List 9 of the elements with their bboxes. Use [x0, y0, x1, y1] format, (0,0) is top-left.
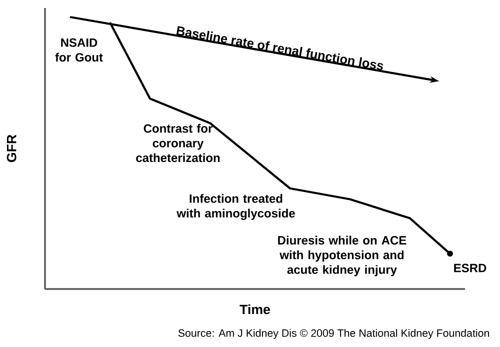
- annotation: Contrast for coronary catheterization: [136, 124, 220, 162]
- source-note: Source: Am J Kidney Dis © 2009 The National Kidney Foundation: [178, 329, 489, 339]
- annotation: ESRD: [454, 264, 486, 272]
- x-axis-title: Time: [240, 304, 270, 314]
- y-axis-title: GFR: [6, 134, 16, 162]
- annotation: Infection treated with aminoglycoside: [176, 194, 295, 220]
- annotation: Diuresis while on ACE with hypotension and acute kidney injury: [278, 236, 406, 276]
- text: Baseline rate of renal function loss: [176, 26, 384, 70]
- annotation: NSAID for Gout: [55, 38, 103, 62]
